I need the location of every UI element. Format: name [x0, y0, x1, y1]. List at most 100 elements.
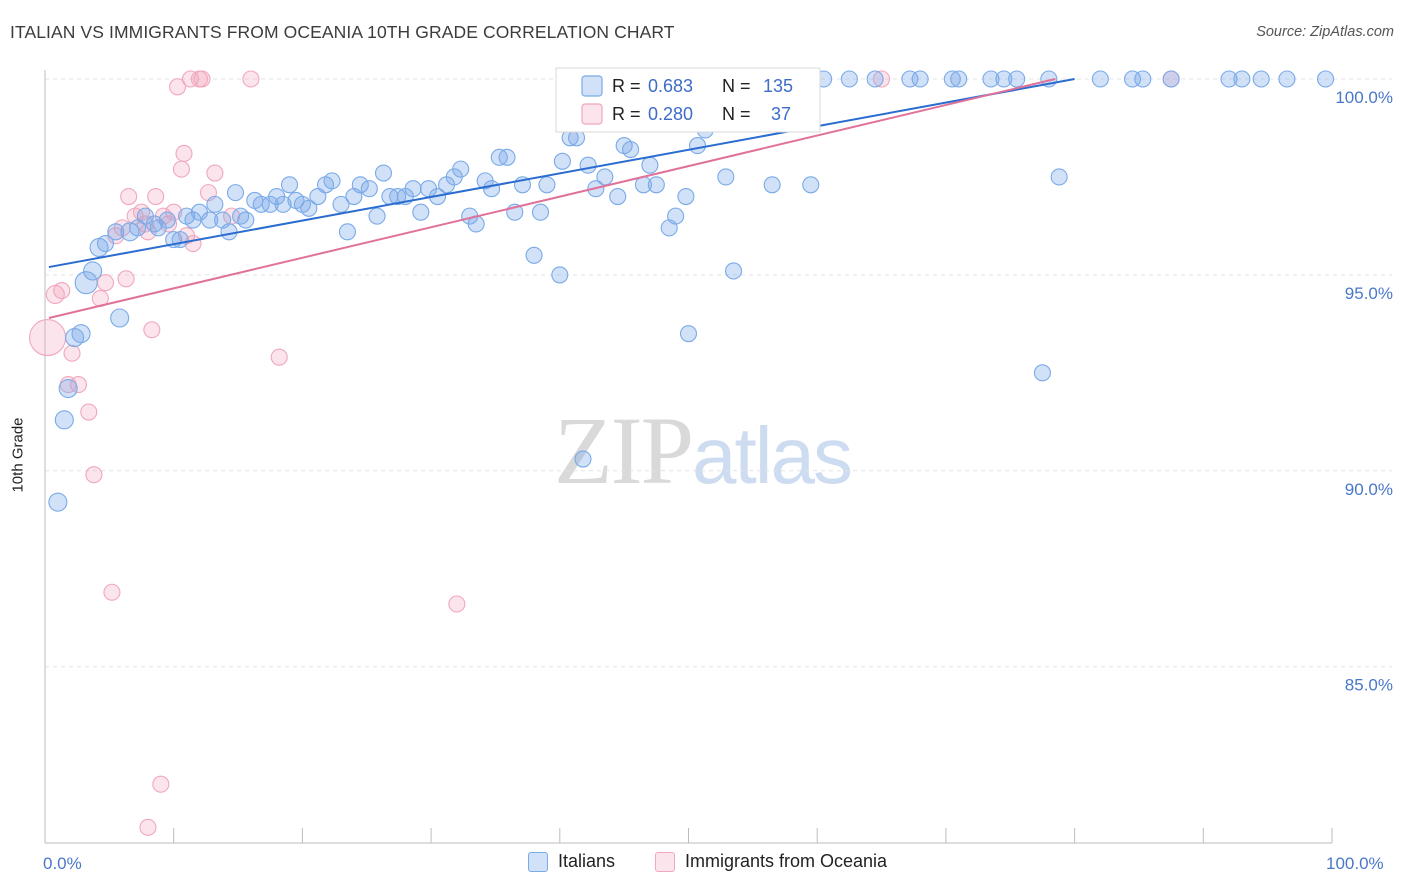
point-italians-22	[201, 211, 219, 229]
trend-line-italians	[48, 78, 1075, 269]
stats-legend-n-label-oceania: N =	[722, 104, 751, 124]
stats-legend-r-italians: 0.683	[648, 76, 693, 96]
point-oceania-5	[69, 376, 88, 394]
point-italians-114	[1123, 70, 1142, 88]
point-italians-10	[110, 308, 130, 328]
point-italians-112	[1050, 168, 1068, 186]
point-italians-74	[579, 156, 597, 174]
point-italians-2	[58, 378, 78, 399]
point-oceania-35	[270, 348, 288, 366]
point-italians-121	[1317, 70, 1335, 88]
point-italians-67	[531, 203, 550, 221]
legend-label-oceania: Immigrants from Oceania	[685, 851, 888, 871]
point-italians-61	[483, 180, 501, 198]
point-oceania-0	[29, 319, 67, 357]
watermark-zip: ZIP	[554, 397, 694, 504]
point-italians-105	[943, 70, 961, 88]
point-italians-120	[1278, 70, 1296, 88]
point-italians-6	[83, 261, 103, 281]
point-italians-37	[300, 199, 318, 217]
watermark: ZIPatlas	[554, 395, 853, 506]
legend-label-italians: Italians	[558, 851, 616, 871]
point-italians-51	[404, 180, 422, 198]
point-oceania-2	[53, 282, 71, 300]
trend-lines	[48, 78, 1075, 319]
point-italians-109	[1008, 70, 1026, 88]
point-oceania-26	[172, 160, 190, 178]
point-italians-12	[129, 219, 147, 237]
point-italians-63	[498, 148, 516, 166]
point-oceania-10	[103, 583, 121, 601]
legend-item-italians[interactable]: Italians	[528, 851, 615, 872]
point-oceania-39	[190, 70, 208, 88]
point-oceania-7	[85, 466, 103, 484]
point-italians-83	[647, 176, 665, 194]
x-tick-label-max: 100.0%	[1326, 854, 1384, 873]
point-italians-101	[840, 70, 858, 88]
point-italians-9	[107, 223, 125, 241]
point-italians-82	[641, 156, 659, 174]
chart-source: Source: ZipAtlas.com	[1256, 24, 1394, 40]
point-italians-28	[237, 211, 255, 229]
point-italians-66	[525, 246, 543, 264]
point-italians-33	[274, 195, 292, 213]
point-italians-18	[171, 231, 189, 249]
y-tick-label-3: 85.0%	[1345, 676, 1393, 695]
point-oceania-13	[117, 270, 135, 288]
series-legend: Italians Immigrants from Oceania	[0, 851, 1406, 879]
x-tick-label-min: 0.0%	[43, 854, 82, 873]
point-italians-86	[677, 187, 695, 206]
point-italians-0	[48, 492, 68, 512]
watermark-atlas: atlas	[692, 411, 853, 500]
point-italians-99	[802, 176, 820, 194]
stats-legend-n-italians: 135	[763, 76, 793, 96]
point-italians-102	[866, 70, 884, 88]
point-italians-104	[911, 70, 929, 88]
point-italians-42	[338, 223, 356, 241]
point-italians-41	[332, 195, 350, 213]
point-italians-113	[1091, 70, 1109, 88]
point-oceania-27	[175, 144, 193, 162]
point-italians-70	[553, 152, 571, 170]
point-italians-34	[280, 176, 299, 194]
point-italians-76	[596, 168, 614, 186]
point-italians-116	[1162, 70, 1180, 88]
stats-legend-n-label-italians: N =	[722, 76, 751, 96]
point-oceania-6	[80, 403, 98, 421]
trend-line-oceania	[48, 78, 1056, 319]
point-italians-68	[538, 176, 556, 194]
point-italians-119	[1252, 70, 1270, 88]
legend-item-oceania[interactable]: Immigrants from Oceania	[655, 851, 887, 872]
point-italians-107	[982, 70, 1000, 88]
stats-legend-r-label-oceania: R =	[612, 104, 641, 124]
point-italians-88	[688, 137, 707, 155]
point-italians-5	[74, 271, 98, 295]
point-italians-117	[1220, 70, 1238, 88]
point-italians-91	[717, 168, 735, 186]
point-oceania-14	[120, 187, 138, 206]
point-italians-23	[206, 195, 224, 213]
y-tick-labels: 100.0% 95.0% 90.0% 85.0%	[1335, 88, 1393, 695]
stats-legend: R = 0.683 N = 135 R = 0.280 N = 37	[555, 67, 821, 133]
point-oceania-19	[143, 321, 161, 339]
point-oceania-34	[242, 70, 260, 88]
point-italians-44	[351, 176, 369, 194]
point-italians-16	[158, 211, 176, 229]
point-oceania-40	[872, 70, 891, 88]
grid-lines	[45, 78, 1392, 668]
point-italians-46	[368, 207, 386, 225]
y-tick-label-2: 90.0%	[1345, 480, 1393, 499]
point-italians-118	[1233, 70, 1251, 88]
point-italians-73	[574, 450, 592, 468]
x-tick-marks	[173, 828, 1333, 843]
point-italians-78	[609, 187, 627, 206]
point-italians-87	[679, 325, 698, 343]
point-italians-85	[667, 207, 685, 225]
point-italians-103	[901, 70, 919, 88]
point-italians-108	[995, 70, 1013, 88]
point-italians-115	[1134, 70, 1152, 88]
stats-legend-n-oceania: 37	[771, 104, 791, 124]
point-italians-38	[309, 187, 327, 206]
stats-legend-swatch-italians	[581, 75, 603, 97]
